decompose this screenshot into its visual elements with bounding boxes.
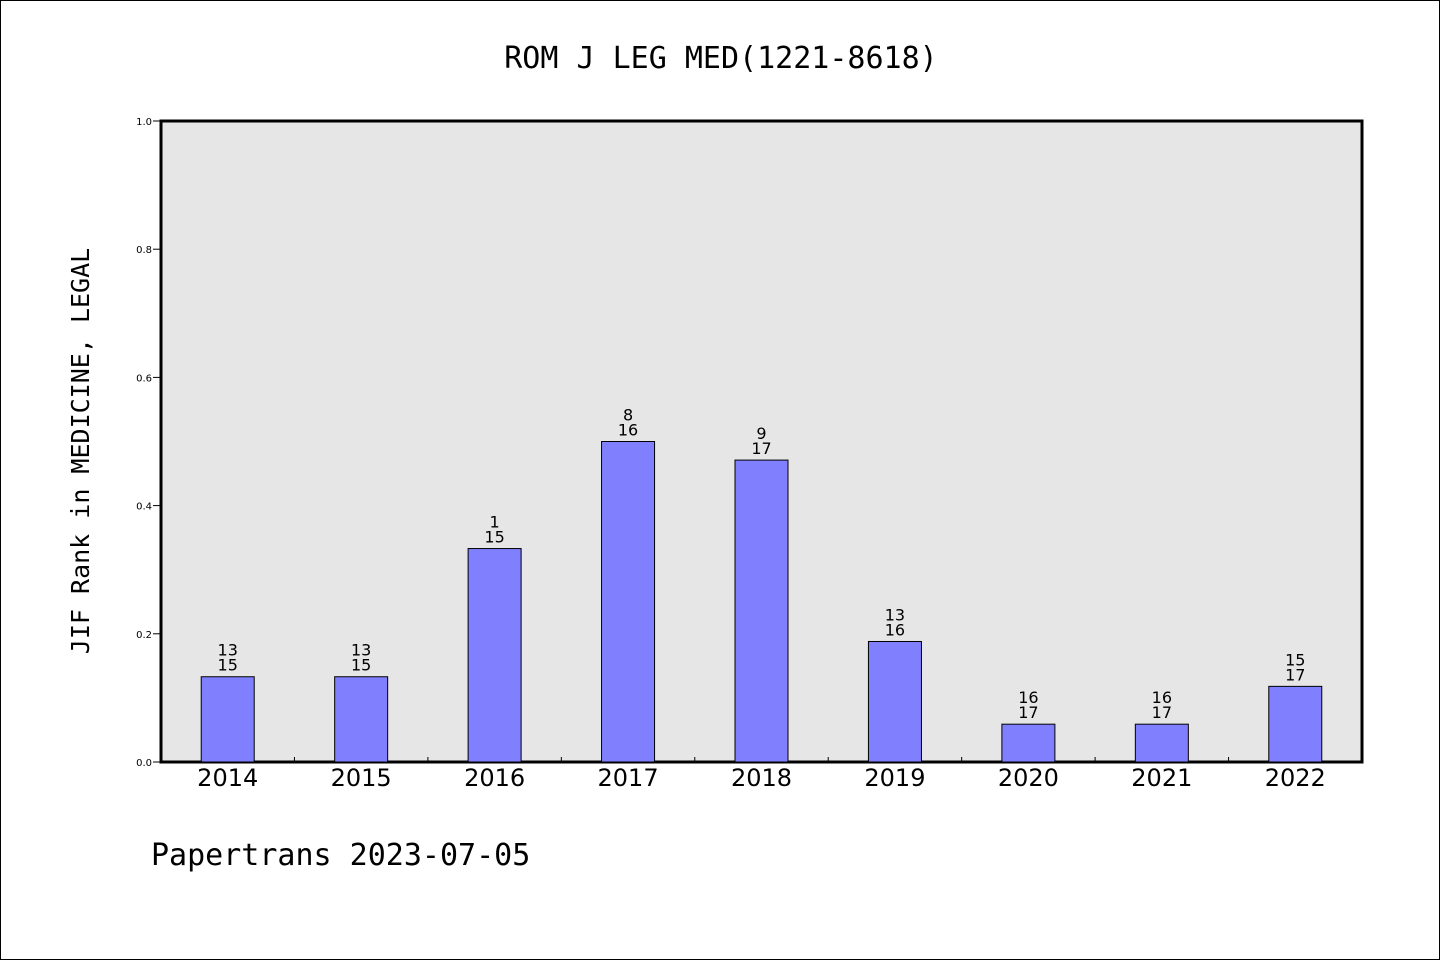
x-axis-ticks: 2014 2015 2016 2017 2018 2019 2020 2021 2022 [197,757,1326,792]
x-tick-label: 2018 [731,764,792,792]
y-tick-label: 1.0 [136,117,152,128]
bar-total-label: 17 [751,439,771,458]
x-tick-label: 2021 [1131,764,1192,792]
bar-2015 [334,676,389,763]
x-tick-label: 2019 [864,764,925,792]
y-tick-label: 0.0 [136,758,152,769]
bar-2016 [467,548,522,763]
bar-total-label: 15 [484,528,504,547]
bar-2021 [1134,723,1189,763]
bar-rank-label: 1 [490,513,500,532]
bar-2014 [200,676,255,763]
bar-total-label: 16 [885,620,905,639]
bar-rank-label: 16 [1018,688,1038,707]
y-axis-ticks: 0.0 0.2 0.4 0.6 0.8 1.0 [136,117,161,769]
x-tick-label: 2014 [197,764,258,792]
y-axis-label: JIF Rank in MEDICINE, LEGAL [66,248,95,654]
y-tick-label: 0.2 [136,630,152,641]
bar-rank-label: 15 [1285,650,1305,669]
bar-rank-label: 13 [885,605,905,624]
y-tick-label: 0.8 [136,245,152,256]
bar-rank-label: 8 [623,406,633,425]
chart-title: ROM J LEG MED(1221-8618) [504,41,937,76]
bar-rank-label: 9 [756,424,766,443]
bar-rank-label: 13 [218,641,238,660]
bar-total-label: 17 [1152,703,1172,722]
y-tick-label: 0.6 [136,373,152,384]
bar-total-label: 15 [218,656,238,675]
x-tick-label: 2022 [1265,764,1326,792]
bar-2020 [1001,723,1056,763]
bar-2017 [601,441,656,763]
x-tick-label: 2017 [598,764,659,792]
bar-2019 [867,640,922,763]
bar-2018 [734,459,789,763]
y-tick-label: 0.4 [136,502,152,513]
bar-total-label: 16 [618,421,638,440]
bar-total-label: 15 [351,656,371,675]
bar-rank-label: 13 [351,641,371,660]
bar-total-label: 17 [1018,703,1038,722]
bar-rank-label: 16 [1152,688,1172,707]
x-tick-label: 2020 [998,764,1059,792]
footer-credit: Papertrans 2023-07-05 [151,838,530,873]
bar-2022 [1268,685,1323,763]
x-tick-label: 2016 [464,764,525,792]
x-tick-label: 2015 [331,764,392,792]
bars-group [200,441,1323,763]
bar-total-label: 17 [1285,665,1305,684]
